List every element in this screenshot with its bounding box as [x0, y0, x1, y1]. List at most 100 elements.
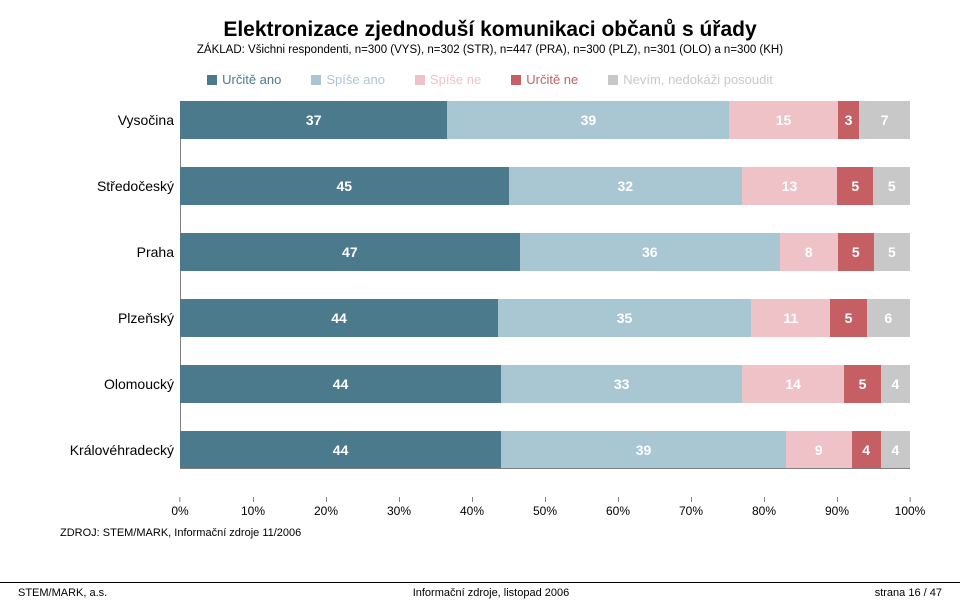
x-tick: 20% — [314, 497, 338, 518]
bar-track: 4439944 — [180, 431, 910, 469]
legend-label: Spíše ne — [430, 72, 481, 87]
tick-mark — [472, 497, 473, 502]
tick-label: 50% — [533, 504, 557, 518]
bar-segment: 3 — [838, 101, 860, 139]
chart-title: Elektronizace zjednoduší komunikaci obča… — [60, 18, 920, 42]
x-tick: 30% — [387, 497, 411, 518]
x-tick: 70% — [679, 497, 703, 518]
legend-item: Spíše ano — [311, 72, 385, 87]
bar-segment: 47 — [180, 233, 520, 271]
x-tick: 80% — [752, 497, 776, 518]
bar-row: Královéhradecký4439944 — [180, 431, 910, 469]
x-tick: 60% — [606, 497, 630, 518]
x-tick: 40% — [460, 497, 484, 518]
bar-track: 4736855 — [180, 233, 910, 271]
tick-label: 100% — [895, 504, 926, 518]
bar-track: 37391537 — [180, 101, 910, 139]
legend-label: Nevím, nedokáži posoudit — [623, 72, 773, 87]
bar-track: 44351156 — [180, 299, 910, 337]
bar-segment: 4 — [852, 431, 881, 469]
bar-row: Středočeský45321355 — [180, 167, 910, 205]
x-axis: 0%10%20%30%40%50%60%70%80%90%100% — [180, 497, 910, 525]
tick-mark — [837, 497, 838, 502]
tick-label: 20% — [314, 504, 338, 518]
bar-segment: 9 — [786, 431, 852, 469]
category-label: Olomoucký — [56, 376, 174, 392]
bar-row: Plzeňský44351156 — [180, 299, 910, 337]
tick-label: 90% — [825, 504, 849, 518]
legend-swatch — [207, 75, 217, 85]
x-tick: 100% — [895, 497, 926, 518]
tick-label: 70% — [679, 504, 703, 518]
tick-mark — [545, 497, 546, 502]
tick-label: 60% — [606, 504, 630, 518]
x-axis-line — [180, 468, 910, 469]
bar-segment: 5 — [837, 167, 874, 205]
footer-left: STEM/MARK, a.s. — [18, 587, 107, 599]
bar-segment: 13 — [742, 167, 837, 205]
tick-label: 30% — [387, 504, 411, 518]
bar-row: Olomoucký44331454 — [180, 365, 910, 403]
bar-segment: 5 — [838, 233, 874, 271]
tick-mark — [618, 497, 619, 502]
x-tick: 90% — [825, 497, 849, 518]
tick-label: 0% — [171, 504, 188, 518]
page: Elektronizace zjednoduší komunikaci obča… — [0, 0, 960, 605]
bar-segment: 7 — [859, 101, 910, 139]
bar-segment: 15 — [729, 101, 837, 139]
bar-segment: 5 — [844, 365, 881, 403]
chart-source: ZDROJ: STEM/MARK, Informační zdroje 11/2… — [60, 527, 920, 539]
bar-segment: 6 — [867, 299, 910, 337]
bar-segment: 8 — [780, 233, 838, 271]
category-label: Středočeský — [56, 178, 174, 194]
bar-segment: 37 — [180, 101, 447, 139]
bar-segment: 33 — [501, 365, 742, 403]
category-label: Praha — [56, 244, 174, 260]
bar-segment: 4 — [881, 365, 910, 403]
bar-segment: 14 — [742, 365, 844, 403]
tick-mark — [691, 497, 692, 502]
bar-segment: 36 — [520, 233, 780, 271]
bar-segment: 39 — [447, 101, 729, 139]
bar-segment: 45 — [180, 167, 509, 205]
legend-swatch — [608, 75, 618, 85]
legend-item: Určitě ano — [207, 72, 281, 87]
tick-mark — [253, 497, 254, 502]
page-footer: STEM/MARK, a.s. Informační zdroje, listo… — [0, 582, 960, 599]
legend-swatch — [415, 75, 425, 85]
bar-segment: 11 — [751, 299, 831, 337]
tick-mark — [326, 497, 327, 502]
bar-segment: 4 — [881, 431, 910, 469]
tick-label: 10% — [241, 504, 265, 518]
legend-item: Spíše ne — [415, 72, 481, 87]
category-label: Plzeňský — [56, 310, 174, 326]
bar-row: Vysočina37391537 — [180, 101, 910, 139]
y-axis-line — [180, 101, 181, 469]
tick-mark — [399, 497, 400, 502]
legend-swatch — [311, 75, 321, 85]
legend-label: Spíše ano — [326, 72, 385, 87]
bar-segment: 44 — [180, 365, 501, 403]
legend-label: Určitě ne — [526, 72, 578, 87]
category-label: Královéhradecký — [56, 442, 174, 458]
tick-label: 80% — [752, 504, 776, 518]
bar-segment: 5 — [873, 167, 910, 205]
legend-label: Určitě ano — [222, 72, 281, 87]
legend-item: Nevím, nedokáži posoudit — [608, 72, 773, 87]
bar-segment: 39 — [501, 431, 786, 469]
bar-segment: 5 — [830, 299, 866, 337]
bar-segment: 44 — [180, 431, 501, 469]
tick-mark — [764, 497, 765, 502]
category-label: Vysočina — [56, 112, 174, 128]
tick-mark — [180, 497, 181, 502]
legend: Určitě ano Spíše ano Spíše ne Určitě ne Neví… — [60, 72, 920, 87]
tick-mark — [909, 497, 910, 502]
bar-segment: 35 — [498, 299, 751, 337]
bar-row: Praha4736855 — [180, 233, 910, 271]
legend-item: Určitě ne — [511, 72, 578, 87]
chart-area: Vysočina37391537Středočeský45321355Praha… — [180, 101, 910, 469]
x-tick: 10% — [241, 497, 265, 518]
footer-right: strana 16 / 47 — [875, 587, 942, 599]
tick-label: 40% — [460, 504, 484, 518]
legend-swatch — [511, 75, 521, 85]
